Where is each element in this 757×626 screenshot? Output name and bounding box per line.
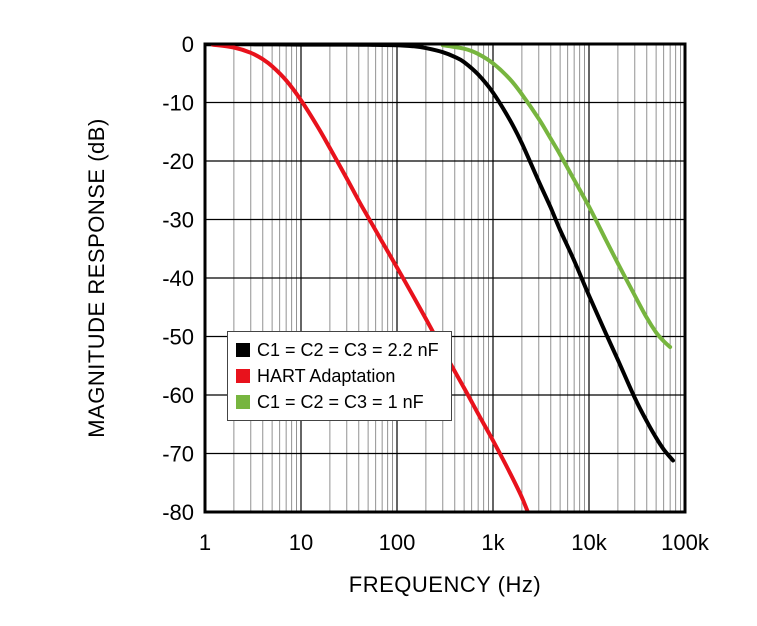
y-tick-label: 0 — [182, 32, 194, 57]
legend-label: HART Adaptation — [257, 365, 396, 386]
plot-border — [203, 42, 687, 514]
legend: C1 = C2 = C3 = 2.2 nF HART Adaptation C1… — [227, 331, 452, 421]
x-tick-label: 10 — [289, 530, 313, 555]
legend-item: HART Adaptation — [236, 363, 439, 389]
y-tick-label: -60 — [162, 383, 194, 408]
y-tick-label: -50 — [162, 325, 194, 350]
grid-major-horizontal — [205, 43, 685, 513]
legend-item: C1 = C2 = C3 = 2.2 nF — [236, 337, 439, 363]
y-tick-label: -20 — [162, 149, 194, 174]
legend-swatch-red — [236, 369, 250, 383]
y-tick-label: -10 — [162, 91, 194, 116]
y-tick-label: -30 — [162, 208, 194, 233]
y-tick-label: -80 — [162, 500, 194, 525]
legend-swatch-black — [236, 343, 250, 357]
legend-swatch-green — [236, 395, 250, 409]
y-tick-label: -40 — [162, 266, 194, 291]
legend-label: C1 = C2 = C3 = 1 nF — [257, 391, 424, 412]
x-tick-label: 100k — [661, 530, 710, 555]
x-tick-label: 1 — [199, 530, 211, 555]
legend-item: C1 = C2 = C3 = 1 nF — [236, 389, 439, 415]
curve-series-1 — [210, 44, 530, 512]
x-tick-label: 100 — [379, 530, 416, 555]
x-tick-label: 1k — [481, 530, 505, 555]
legend-label: C1 = C2 = C3 = 2.2 nF — [257, 339, 439, 360]
y-axis-title: MAGNITUDE RESPONSE (dB) — [84, 118, 109, 438]
x-tick-label: 10k — [571, 530, 607, 555]
y-tick-label: -70 — [162, 442, 194, 467]
x-axis-title: FREQUENCY (Hz) — [348, 572, 542, 597]
x-tick-labels: 1 10 100 1k 10k 100k — [199, 530, 710, 555]
y-tick-labels: 0 -10 -20 -30 -40 -50 -60 -70 -80 — [162, 32, 194, 525]
curve-series-2 — [440, 44, 673, 349]
